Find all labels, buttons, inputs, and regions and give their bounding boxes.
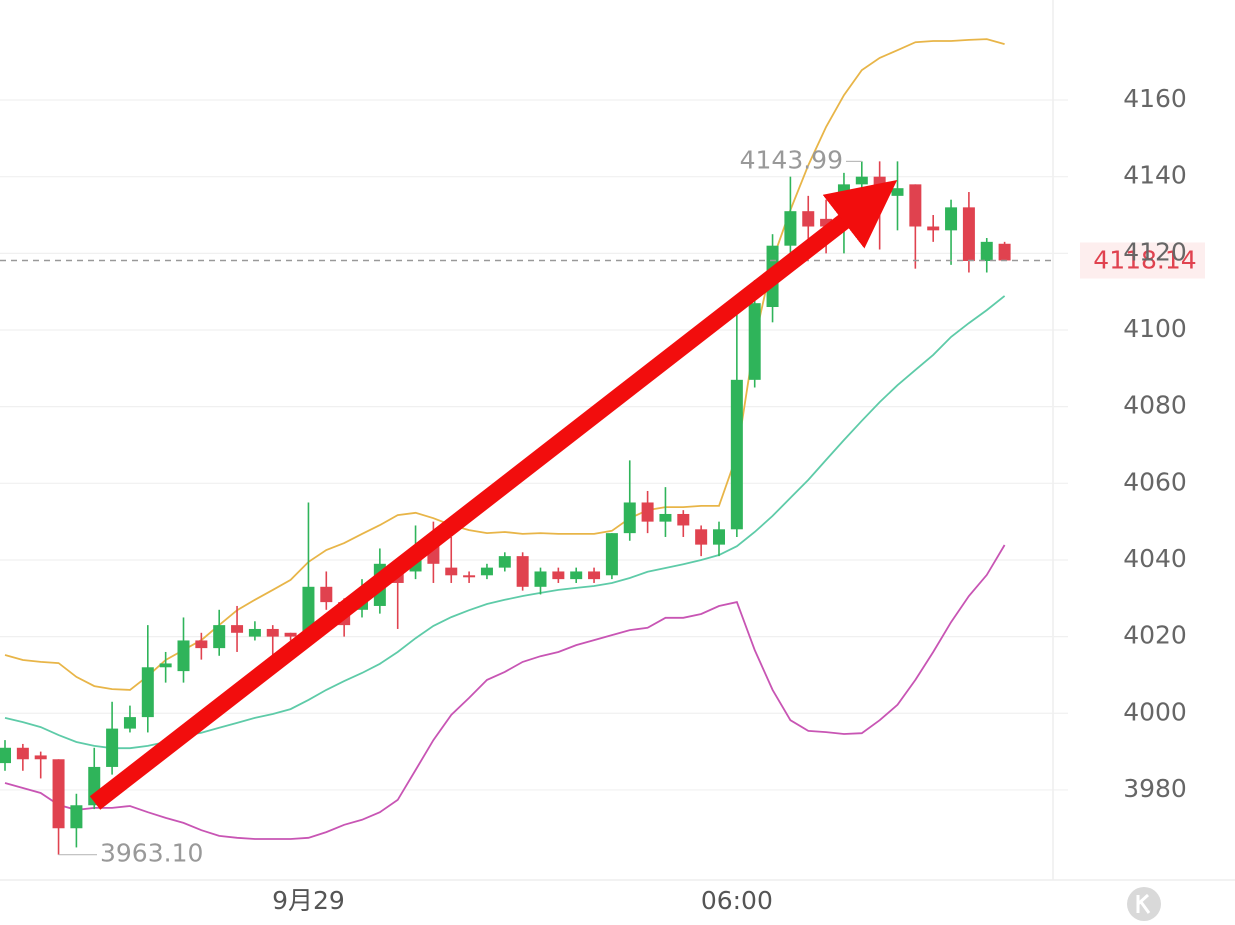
y-tick-label: 4100 xyxy=(1123,314,1187,343)
candle-body xyxy=(873,176,886,196)
candle-body xyxy=(891,188,904,196)
k-button-icon xyxy=(1136,893,1151,914)
candle-body xyxy=(177,640,190,672)
band-line xyxy=(4,544,1006,840)
candle-body xyxy=(123,717,136,729)
low-label: 3963.10 xyxy=(100,839,203,868)
last-price-label: 4118.14 xyxy=(1093,245,1196,274)
candle-body xyxy=(106,728,119,767)
candle-body xyxy=(659,513,672,522)
k-button[interactable] xyxy=(1127,887,1161,921)
candle-body xyxy=(998,243,1011,261)
y-tick-label: 4140 xyxy=(1123,161,1187,190)
candle-body xyxy=(748,303,761,380)
candle-body xyxy=(16,747,29,760)
candle-body xyxy=(516,556,529,587)
candle-body xyxy=(231,625,244,633)
candle-body xyxy=(927,226,940,231)
candle-body xyxy=(623,502,636,534)
candle-body xyxy=(570,571,583,580)
candle-body xyxy=(605,533,618,576)
y-tick-label: 4080 xyxy=(1123,391,1187,420)
candle-body xyxy=(784,211,797,246)
candle-body xyxy=(962,207,975,262)
y-tick-label: 4040 xyxy=(1123,544,1187,573)
candle-body xyxy=(837,184,850,212)
candle-body xyxy=(248,628,261,637)
candle-body xyxy=(34,755,47,760)
candle-body xyxy=(498,556,511,568)
candle-body xyxy=(195,640,208,649)
candle-body xyxy=(0,747,11,764)
y-tick-label: 4160 xyxy=(1123,84,1187,113)
y-tick-label: 4000 xyxy=(1123,697,1187,726)
candle-body xyxy=(463,575,476,578)
candle-body xyxy=(284,632,297,637)
candle-body xyxy=(534,571,547,587)
candle-body xyxy=(445,567,458,576)
candle-body xyxy=(980,241,993,262)
candle-body xyxy=(695,529,708,545)
band-line xyxy=(4,38,1005,691)
candle-body xyxy=(730,379,743,530)
y-tick-label: 4120 xyxy=(1123,237,1187,266)
x-tick-label: 9月29 xyxy=(272,886,345,915)
candle-body xyxy=(480,567,493,576)
y-tick-label: 3980 xyxy=(1123,774,1187,803)
candle-body xyxy=(141,667,154,718)
candle-body xyxy=(677,513,690,526)
candle-body xyxy=(909,184,922,227)
candle-body xyxy=(552,571,565,580)
candle-body xyxy=(159,663,172,668)
y-tick-label: 4020 xyxy=(1123,621,1187,650)
candle-body xyxy=(588,571,601,580)
trend-arrow xyxy=(89,179,898,810)
candle-body xyxy=(70,805,83,829)
candle-body xyxy=(802,211,815,227)
high-label: 4143.99 xyxy=(740,145,843,174)
candle-body xyxy=(945,207,958,231)
x-tick-label: 06:00 xyxy=(701,886,773,915)
candle-body xyxy=(52,759,65,829)
last-price-tag xyxy=(1080,242,1205,279)
candle-body xyxy=(713,529,725,545)
band-line xyxy=(4,295,1006,750)
candle-body xyxy=(266,628,279,637)
candle-body xyxy=(213,625,226,649)
y-tick-label: 4060 xyxy=(1123,467,1187,496)
candle-body xyxy=(320,586,333,603)
candle-body xyxy=(855,176,868,185)
candle-body xyxy=(641,502,654,522)
